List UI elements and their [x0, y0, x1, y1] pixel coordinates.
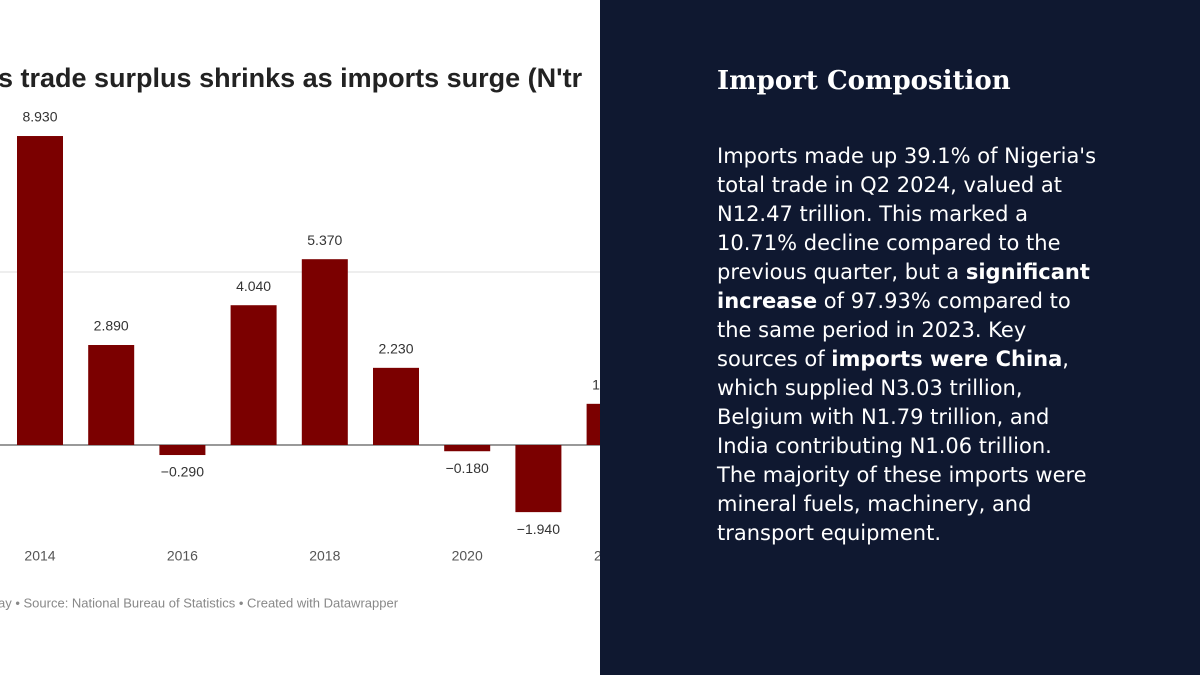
value-label: −1.940 — [517, 521, 560, 537]
text: of 97.93% compared to the same period in… — [717, 289, 1071, 371]
bar — [586, 403, 600, 445]
text: , which supplied N3.03 trillion, Belgium… — [717, 347, 1087, 545]
value-label: 5.370 — [307, 232, 342, 248]
x-tick-label: 2020 — [452, 548, 483, 564]
x-tick-label: 2014 — [24, 548, 55, 564]
x-tick-label: 2018 — [309, 548, 340, 564]
value-label: −0.180 — [446, 460, 489, 476]
value-label: 8.930 — [22, 109, 57, 125]
bar — [17, 136, 63, 445]
bold-text: imports were China — [831, 347, 1063, 371]
value-label: 4.040 — [236, 278, 271, 294]
value-label: 2.890 — [94, 318, 129, 334]
bar — [515, 445, 562, 513]
bar — [88, 345, 135, 445]
text: Imports made up 39.1% of Nigeria's total… — [717, 144, 1097, 284]
bar — [373, 367, 419, 445]
chart-source: ay • Source: National Bureau of Statisti… — [0, 595, 399, 610]
bar — [230, 305, 277, 445]
bold-text: significant increase — [717, 260, 1090, 313]
bar — [159, 445, 206, 456]
bar — [444, 445, 491, 452]
x-tick-label: 2016 — [167, 548, 198, 564]
panel-paragraph: Imports made up 39.1% of Nigeria's total… — [717, 142, 1097, 548]
chart: s trade surplus shrinks as imports surge… — [0, 63, 600, 610]
chart-title: s trade surplus shrinks as imports surge… — [0, 63, 583, 93]
text-panel: Import Composition Imports made up 39.1%… — [600, 0, 1200, 675]
x-tick-label: 2022 — [594, 548, 600, 564]
bar — [301, 259, 348, 445]
value-label: 1.190 — [592, 377, 600, 393]
value-label: 2.230 — [378, 341, 413, 357]
panel-heading: Import Composition — [717, 66, 1011, 96]
value-label: −0.290 — [161, 464, 204, 480]
